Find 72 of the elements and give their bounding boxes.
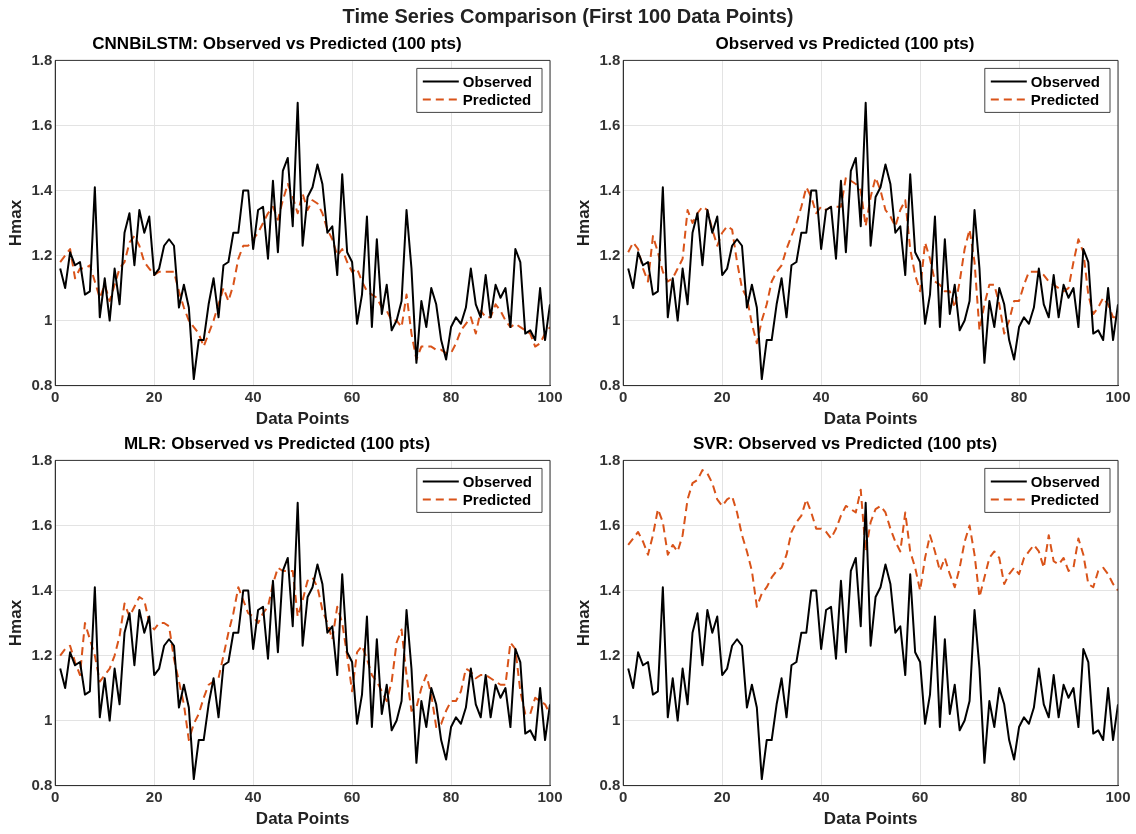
x-tick-label: 20 [713,387,731,405]
x-tick-label: 80 [442,387,460,405]
legend-label: Predicted [462,490,532,508]
x-tick-label: 100 [537,787,563,805]
x-tick-label: 60 [343,787,361,805]
x-axis-title: Data Points [823,809,918,829]
x-tick-label: 0 [619,787,628,805]
x-axis-title: Data Points [255,809,350,829]
legend-label: Observed [462,72,532,90]
x-tick-label: 0 [51,387,60,405]
chart-title: MLR: Observed vs Predicted (100 pts) [123,433,431,453]
chart-title: CNNBiLSTM: Observed vs Predicted (100 pts) [92,33,462,53]
x-tick-label: 100 [1105,787,1131,805]
line-series [627,176,1118,345]
x-tick-label: 40 [244,787,262,805]
x-tick-label: 60 [911,787,929,805]
x-tick-label: 40 [812,387,830,405]
y-tick-label: 1.2 [31,645,53,663]
x-tick-label: 80 [1010,387,1028,405]
y-tick-label: 1 [43,310,53,328]
legend-label: Predicted [1030,490,1100,508]
x-tick-label: 60 [343,387,361,405]
x-axis-title: Data Points [823,409,918,429]
y-tick-label: 0.8 [599,775,621,793]
y-tick-label: 1.8 [31,50,53,68]
legend-label: Observed [1030,72,1100,90]
y-tick-label: 1.8 [31,450,53,468]
x-tick-label: 100 [1105,387,1131,405]
text: Time Series Comparison (First 100 Data Points) [341,4,795,29]
x-tick-label: 0 [619,387,628,405]
chart-title: Observed vs Predicted (100 pts) [715,33,975,53]
y-axis-title: Hmax [5,599,25,647]
x-tick-label: 40 [244,387,262,405]
line-series [59,566,550,742]
y-tick-label: 1.2 [599,245,621,263]
y-tick-label: 0.8 [31,775,53,793]
y-tick-label: 1.2 [599,645,621,663]
y-tick-label: 1 [611,710,621,728]
chart-title: SVR: Observed vs Predicted (100 pts) [692,433,998,453]
x-axis-title: Data Points [255,409,350,429]
x-tick-label: 80 [442,787,460,805]
y-tick-label: 1.8 [599,450,621,468]
y-tick-label: 1.8 [599,50,621,68]
legend-label: Observed [1030,472,1100,490]
x-tick-label: 80 [1010,787,1028,805]
y-tick-label: 1.4 [599,580,621,598]
y-tick-label: 1.4 [599,180,621,198]
line-series [627,469,1118,608]
y-tick-label: 1.6 [599,515,621,533]
x-tick-label: 40 [812,787,830,805]
x-tick-label: 20 [145,787,163,805]
x-tick-label: 100 [537,387,563,405]
y-tick-label: 1 [43,710,53,728]
y-axis-title: Hmax [573,599,593,647]
y-tick-label: 1.4 [31,180,53,198]
x-tick-label: 20 [713,787,731,805]
y-tick-label: 1.6 [31,115,53,133]
legend-label: Predicted [462,90,532,108]
y-tick-label: 1.2 [31,245,53,263]
y-axis-title: Hmax [5,199,25,247]
legend-label: Observed [462,472,532,490]
y-tick-label: 0.8 [599,375,621,393]
x-tick-label: 60 [911,387,929,405]
x-tick-label: 0 [51,787,60,805]
y-tick-label: 1 [611,310,621,328]
x-tick-label: 20 [145,387,163,405]
y-tick-label: 1.4 [31,580,53,598]
y-tick-label: 1.6 [31,515,53,533]
y-tick-label: 1.6 [599,115,621,133]
y-tick-label: 0.8 [31,375,53,393]
legend-label: Predicted [1030,90,1100,108]
y-axis-title: Hmax [573,199,593,247]
